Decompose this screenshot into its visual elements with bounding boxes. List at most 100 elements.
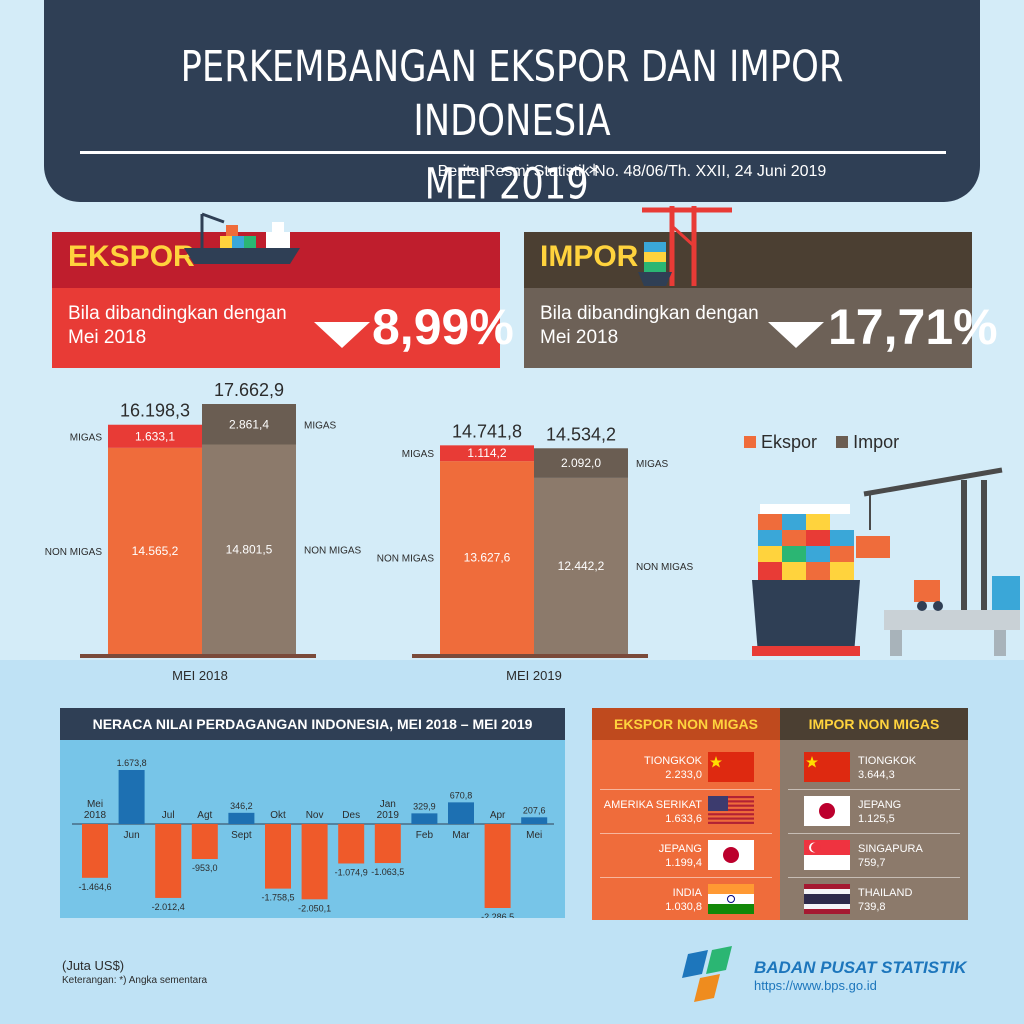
row-divider: [788, 789, 960, 790]
month-label-0-0: Mei: [87, 799, 103, 810]
impor-partner-value: 759,7: [858, 857, 886, 869]
balance-bar-6: [301, 824, 328, 900]
usa-flag-icon: [708, 796, 754, 824]
agency-url[interactable]: https://www.bps.go.id: [754, 978, 877, 993]
month-label-1-0: Jun: [124, 830, 140, 841]
impor-partner-country: SINGAPURA: [858, 843, 923, 855]
page-title: PERKEMBANGAN EKSPOR DAN IMPOR INDONESIA …: [128, 40, 896, 211]
balance-value-0: -1.464,6: [78, 882, 111, 892]
month-label-9-0: Feb: [416, 830, 434, 841]
ekspor-card: EKSPOR Bila dibandingkan dengan Mei 2018…: [52, 212, 514, 368]
row-divider: [788, 833, 960, 834]
trade-balance-title: NERACA NILAI PERDAGANGAN INDONESIA, MEI …: [60, 708, 565, 740]
category-label-1: MEI 2019: [506, 668, 562, 683]
impor-partner-row: SINGAPURA 759,7: [780, 834, 968, 878]
stacked-bar-chart: 14.565,2 1.633,1 16.198,3 MIGAS NON MIGAS 14.…: [45, 380, 694, 683]
balance-bar-9: [411, 813, 438, 824]
balance-bar-2: [155, 824, 182, 898]
impor-label: IMPOR: [540, 240, 639, 273]
balance-bar-7: [338, 824, 365, 864]
ekspor-2019-non-migas-label: NON MIGAS: [377, 554, 435, 565]
ekspor-partner-label: JEPANG 1.199,4: [596, 842, 702, 870]
balance-bar-1: [118, 770, 145, 824]
balance-bar-5: [265, 824, 291, 889]
ekspor-2019-non-migas-value: 13.627,6: [464, 551, 511, 565]
row-divider: [600, 833, 772, 834]
ekspor-partner-value: 1.633,6: [665, 813, 702, 825]
bps-logo-icon: [682, 946, 732, 1002]
balance-value-2: -2.012,4: [152, 902, 185, 912]
cargo-ship-icon: [184, 212, 300, 264]
impor-desc-line1: Bila dibandingkan dengan: [540, 303, 759, 324]
impor-2019-total: 14.534,2: [546, 424, 616, 444]
balance-value-9: 329,9: [413, 801, 436, 811]
impor-description: Bila dibandingkan dengan Mei 2018: [540, 302, 780, 350]
ekspor-partner-row: AMERIKA SERIKAT 1.633,6: [592, 790, 780, 834]
impor-2018-non-migas-value: 14.801,5: [226, 542, 273, 556]
impor-partner-value: 3.644,3: [858, 769, 895, 781]
ekspor-2018-migas-value: 1.633,1: [135, 429, 175, 443]
month-label-11-0: Apr: [490, 810, 506, 821]
footnote: Keterangan: *) Angka sementara: [62, 975, 208, 986]
port-crane-icon: [638, 206, 732, 286]
impor-2018-migas-value: 2.861,4: [229, 417, 269, 431]
trade-partners-panel: EKSPOR NON MIGAS IMPOR NON MIGAS TIONGKO…: [592, 708, 968, 920]
impor-2019-migas-label: MIGAS: [636, 459, 669, 470]
balance-value-1: 1.673,8: [117, 758, 147, 768]
ekspor-down-arrow-icon: [314, 322, 370, 348]
ekspor-2018-migas-bar: [108, 424, 202, 448]
balance-value-6: -2.050,1: [298, 903, 331, 913]
trade-balance-panel: NERACA NILAI PERDAGANGAN INDONESIA, MEI …: [60, 708, 565, 918]
ekspor-card-body: Bila dibandingkan dengan Mei 2018 8,99%: [52, 288, 514, 368]
impor-2018-migas-bar: [202, 404, 296, 445]
ekspor-partner-country: TIONGKOK: [643, 755, 702, 767]
month-label-0-1: 2018: [84, 810, 107, 821]
ekspor-partner-country: AMERIKA SERIKAT: [603, 799, 702, 811]
ekspor-2018-total: 16.198,3: [120, 401, 190, 421]
balance-bar-4: [228, 812, 255, 824]
ekspor-2019-total: 14.741,8: [452, 421, 522, 441]
month-label-4-0: Sept: [231, 830, 252, 841]
month-label-3-0: Agt: [197, 810, 212, 821]
ekspor-partner-value: 1.030,8: [665, 901, 702, 913]
legend: Ekspor Impor: [744, 432, 899, 453]
balance-value-11: -2.286,5: [481, 912, 514, 918]
ekspor-partner-label: INDIA 1.030,8: [596, 886, 702, 914]
impor-2018-migas-label: MIGAS: [304, 420, 337, 431]
impor-partner-value: 739,8: [858, 901, 886, 913]
balance-value-10: 670,8: [450, 790, 473, 800]
ekspor-partner-value: 1.199,4: [665, 857, 702, 869]
ekspor-2018-migas-label: MIGAS: [70, 432, 103, 443]
legend-ekspor-label: Ekspor: [761, 432, 818, 452]
india-flag-icon: [708, 884, 754, 914]
balance-bar-12: [521, 817, 548, 824]
impor-partner-label: JEPANG 1.125,5: [858, 798, 964, 826]
balance-bar-11: [484, 824, 511, 908]
impor-percent: 17,71%: [828, 299, 998, 355]
balance-value-12: 207,6: [523, 805, 546, 815]
balance-value-7: -1.074,9: [335, 867, 368, 877]
title-line-1: PERKEMBANGAN EKSPOR DAN IMPOR INDONESIA: [180, 42, 844, 146]
impor-partner-country: JEPANG: [858, 799, 902, 811]
legend-ekspor-swatch: [744, 436, 756, 448]
month-label-8-1: 2019: [377, 810, 400, 821]
impor-down-arrow-icon: [768, 322, 824, 348]
ekspor-2019-migas-label: MIGAS: [402, 449, 435, 460]
legend-impor-swatch: [836, 436, 849, 448]
trade-balance-chart: -1.464,6Mei20181.673,8Jun-2.012,4Jul-953…: [72, 758, 554, 918]
month-label-2-0: Jul: [162, 810, 175, 821]
balance-bar-8: [374, 824, 401, 864]
balance-bar-0: [82, 824, 108, 878]
ekspor-desc-line2: Mei 2018: [68, 327, 147, 348]
thailand-flag-icon: [804, 884, 850, 914]
impor-2018-non-migas-label: NON MIGAS: [304, 545, 362, 556]
ekspor-label: EKSPOR: [68, 240, 195, 273]
ekspor-2018-non-migas-bar: [108, 447, 202, 654]
month-label-5-0: Okt: [270, 810, 286, 821]
category-label-0: MEI 2018: [172, 668, 228, 683]
impor-2019-non-migas-value: 12.442,2: [558, 559, 605, 573]
subtitle: Berita Resmi Statistik No. 48/06/Th. XXI…: [437, 163, 827, 180]
title-line-2-text: MEI 2019: [424, 159, 589, 210]
impor-partner-row: JEPANG 1.125,5: [780, 790, 968, 834]
impor-2018-total: 17.662,9: [214, 380, 284, 400]
